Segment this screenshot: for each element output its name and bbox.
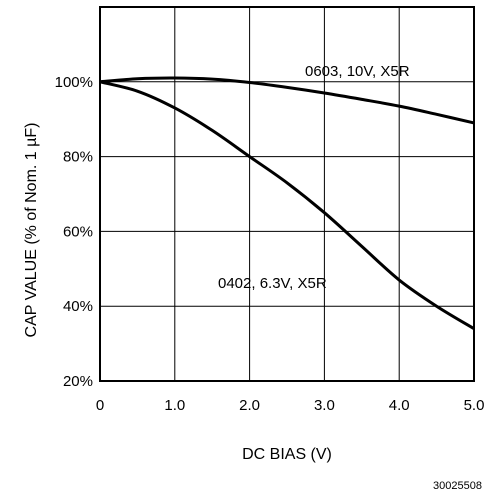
x-tick-label: 1.0 [164,397,185,414]
y-tick-labels: 20% 40% 60% 80% 100% [55,74,93,390]
y-tick-label: 20% [63,373,93,390]
y-tick-label: 40% [63,298,93,315]
x-tick-labels: 0 1.0 2.0 3.0 4.0 5.0 [96,397,485,414]
y-axis-label: CAP VALUE (% of Nom. 1 µF) [23,123,40,338]
series-label-0402: 0402, 6.3V, X5R [218,275,327,292]
x-axis-label: DC BIAS (V) [242,446,332,463]
x-tick-label: 3.0 [314,397,335,414]
series-label-0603: 0603, 10V, X5R [305,63,410,80]
series-line-0 [99,76,475,125]
figure-id: 30025508 [433,480,482,492]
x-tick-label: 2.0 [239,397,260,414]
series-lines [99,76,475,330]
x-tick-label: 5.0 [464,397,485,414]
x-tick-label: 4.0 [389,397,410,414]
y-tick-label: 80% [63,149,93,166]
series-line-1 [99,80,475,330]
grid-lines [100,7,474,381]
y-tick-label: 100% [55,74,93,91]
y-tick-label: 60% [63,223,93,240]
plot-frame [99,6,475,382]
x-tick-label: 0 [96,397,104,414]
